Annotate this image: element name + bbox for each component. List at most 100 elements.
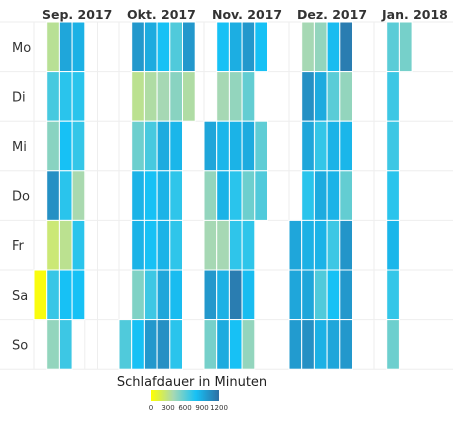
heatmap-cell [58, 170, 73, 221]
heatmap-cell [228, 21, 243, 73]
heatmap-cell [326, 269, 341, 321]
heatmap-cell [254, 170, 269, 221]
heatmap-cell [118, 319, 133, 370]
heatmap-cell [386, 71, 400, 122]
heatmap-cell [71, 21, 86, 73]
heatmap-cell [301, 71, 315, 122]
legend-tick-label: 600 [178, 404, 191, 412]
heatmap-cell [131, 21, 145, 73]
heatmap-cell [288, 269, 303, 321]
heatmap-cell [216, 269, 230, 321]
month-label: Sep. 2017 [42, 7, 112, 22]
heatmap-cell [58, 219, 73, 271]
legend-gradient-bar [151, 390, 219, 401]
heatmap-cell [386, 319, 400, 370]
heatmap-cell [156, 319, 171, 370]
heatmap-cell [143, 219, 158, 271]
heatmap-cell [241, 21, 256, 73]
heatmap-cell [203, 219, 218, 271]
heatmap-cell [301, 170, 315, 221]
heatmap-cell [241, 219, 256, 271]
heatmap-cell [143, 170, 158, 221]
legend-tick-label: 300 [161, 404, 174, 412]
heatmap-cell [71, 170, 86, 221]
heatmap-cell [386, 219, 400, 271]
heatmap-cell [46, 170, 60, 221]
heatmap-cell [339, 319, 353, 370]
weekday-label: Do [12, 190, 30, 205]
heatmap-cell [216, 120, 230, 172]
heatmap-cell [313, 71, 328, 122]
heatmap-cell [156, 21, 171, 73]
heatmap-cell [228, 71, 243, 122]
heatmap-cell [313, 170, 328, 221]
heatmap-cell [156, 269, 171, 321]
heatmap-cell [339, 219, 353, 271]
heatmap-cell [326, 170, 341, 221]
heatmap-cell [46, 319, 60, 370]
heatmap-cell [288, 219, 303, 271]
heatmap-cell [131, 71, 145, 122]
weekday-labels: Mo Di Mi Do Fr Sa So [12, 41, 31, 354]
heatmap-cell [169, 120, 184, 172]
heatmap-cell [288, 319, 303, 370]
heatmap-cell [339, 269, 353, 321]
weekday-label: So [12, 338, 28, 353]
heatmap-cell [58, 269, 73, 321]
heatmap-cell [386, 21, 400, 73]
heatmap-cell [228, 170, 243, 221]
color-legend: Schlafdauer in Minuten 0 300 600 900 1200 [117, 375, 267, 412]
heatmap-cell [398, 21, 413, 73]
heatmap-cell [301, 319, 315, 370]
heatmap-cell [216, 219, 230, 271]
heatmap-cell [386, 269, 400, 321]
month-label: Okt. 2017 [127, 7, 196, 22]
heatmap-cell [156, 120, 171, 172]
heatmap-cell [203, 319, 218, 370]
heatmap-cell [33, 269, 48, 321]
heatmap-cell [228, 269, 243, 321]
heatmap-cell [46, 269, 60, 321]
heatmap-cell [339, 120, 353, 172]
heatmap-cell [143, 71, 158, 122]
heatmap-cell [71, 120, 86, 172]
heatmap-cells [33, 21, 413, 370]
heatmap-cell [203, 120, 218, 172]
legend-tick-label: 900 [195, 404, 208, 412]
month-label: Nov. 2017 [212, 7, 282, 22]
heatmap-cell [313, 21, 328, 73]
heatmap-cell [71, 71, 86, 122]
legend-ticks: 0 300 600 900 1200 [149, 404, 228, 412]
heatmap-cell [339, 21, 353, 73]
heatmap-cell [216, 319, 230, 370]
heatmap-cell [156, 170, 171, 221]
heatmap-cell [228, 120, 243, 172]
heatmap-cell [169, 319, 184, 370]
heatmap-cell [241, 269, 256, 321]
heatmap-cell [169, 170, 184, 221]
weekday-label: Sa [12, 289, 28, 304]
heatmap-cell [216, 21, 230, 73]
heatmap-cell [46, 21, 60, 73]
heatmap-cell [301, 120, 315, 172]
heatmap-cell [58, 120, 73, 172]
heatmap-cell [228, 319, 243, 370]
heatmap-cell [58, 71, 73, 122]
heatmap-cell [143, 120, 158, 172]
heatmap-cell [46, 120, 60, 172]
heatmap-cell [58, 21, 73, 73]
heatmap-cell [326, 219, 341, 271]
heatmap-cell [216, 71, 230, 122]
heatmap-cell [301, 219, 315, 271]
heatmap-cell [143, 269, 158, 321]
heatmap-cell [169, 269, 184, 321]
month-labels: Sep. 2017 Okt. 2017 Nov. 2017 Dez. 2017 Jan.… [42, 7, 448, 22]
heatmap-cell [46, 219, 60, 271]
heatmap-cell [313, 120, 328, 172]
heatmap-cell [131, 219, 145, 271]
heatmap-cell [313, 269, 328, 321]
heatmap-cell [301, 21, 315, 73]
heatmap-cell [326, 120, 341, 172]
heatmap-cell [203, 269, 218, 321]
